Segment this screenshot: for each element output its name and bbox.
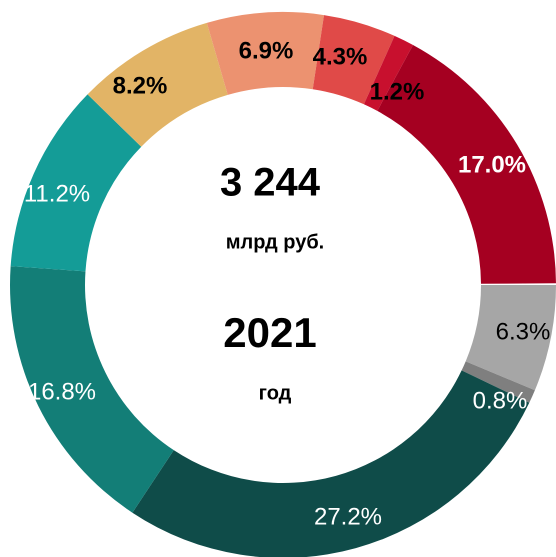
center-unit: млрд руб. xyxy=(226,231,324,253)
data-label: 0.8% xyxy=(473,387,528,414)
data-label: 16.8% xyxy=(28,378,96,405)
donut-segment xyxy=(87,22,228,147)
donut-segment xyxy=(9,266,174,513)
data-label: 1.2% xyxy=(370,78,425,105)
data-label: 8.2% xyxy=(113,72,168,99)
donut-segment xyxy=(461,361,535,403)
data-label: 6.9% xyxy=(239,37,294,64)
donut-segment xyxy=(132,370,530,557)
donut-segment xyxy=(377,44,556,284)
donut-segment xyxy=(312,15,395,105)
donut-segment xyxy=(465,285,556,391)
donut xyxy=(9,12,556,557)
data-label: 4.3% xyxy=(313,43,368,70)
donut-segment xyxy=(363,35,414,111)
donut-segment xyxy=(10,94,142,272)
data-label: 27.2% xyxy=(314,503,382,530)
data-label: 6.3% xyxy=(496,318,551,345)
donut-segment xyxy=(206,12,325,95)
center-total: 3 244 xyxy=(220,161,321,205)
data-label: 11.2% xyxy=(24,180,90,207)
data-label: 17.0% xyxy=(458,151,526,178)
center-year: 2021 xyxy=(223,309,316,356)
center-year-label: год xyxy=(259,382,292,404)
